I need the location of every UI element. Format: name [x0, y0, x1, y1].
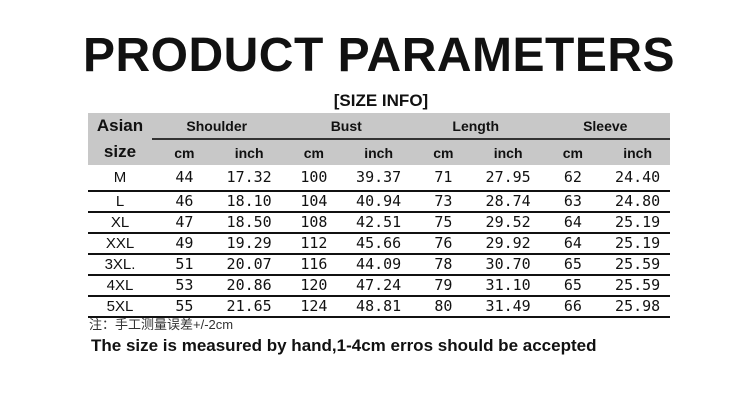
table-row: XXL 49 19.29 112 45.66 76 29.92 64 25.19	[88, 233, 670, 255]
value-cell: 29.92	[475, 233, 541, 255]
value-cell: 78	[411, 254, 476, 276]
value-cell: 18.10	[216, 191, 282, 213]
value-cell: 31.10	[475, 275, 541, 297]
unit-header: inch	[346, 139, 411, 165]
unit-header: cm	[281, 139, 347, 165]
table-row: 4XL 53 20.86 120 47.24 79 31.10 65 25.59	[88, 275, 670, 297]
value-cell: 53	[152, 275, 217, 297]
value-cell: 25.19	[605, 233, 670, 255]
value-cell: 79	[411, 275, 476, 297]
footer-disclaimer: The size is measured by hand,1-4cm erros…	[91, 336, 597, 355]
value-cell: 62	[540, 165, 606, 192]
value-cell: 21.65	[216, 296, 282, 318]
unit-header: inch	[605, 139, 670, 165]
value-cell: 44.09	[346, 254, 411, 276]
value-cell: 100	[281, 165, 347, 192]
table-row: L 46 18.10 104 40.94 73 28.74 63 24.80	[88, 191, 670, 213]
size-cell: 5XL	[88, 296, 152, 318]
value-cell: 28.74	[475, 191, 541, 213]
table-row: 3XL. 51 20.07 116 44.09 78 30.70 65 25.59	[88, 254, 670, 276]
value-cell: 24.80	[605, 191, 670, 213]
group-header-length: Length	[411, 113, 541, 140]
value-cell: 64	[540, 212, 606, 234]
value-cell: 65	[540, 275, 606, 297]
value-cell: 48.81	[346, 296, 411, 318]
value-cell: 45.66	[346, 233, 411, 255]
size-header-bottom: size	[88, 139, 152, 165]
value-cell: 112	[281, 233, 347, 255]
value-cell: 40.94	[346, 191, 411, 213]
unit-header: cm	[152, 139, 217, 165]
value-cell: 24.40	[605, 165, 670, 192]
value-cell: 63	[540, 191, 606, 213]
unit-header: inch	[475, 139, 541, 165]
value-cell: 80	[411, 296, 476, 318]
size-cell: XL	[88, 212, 152, 234]
size-table: Asian Shoulder Bust Length Sleeve size c…	[88, 113, 670, 318]
value-cell: 47	[152, 212, 217, 234]
value-cell: 75	[411, 212, 476, 234]
table-row: 5XL 55 21.65 124 48.81 80 31.49 66 25.98	[88, 296, 670, 318]
value-cell: 108	[281, 212, 347, 234]
value-cell: 29.52	[475, 212, 541, 234]
value-cell: 124	[281, 296, 347, 318]
value-cell: 42.51	[346, 212, 411, 234]
value-cell: 66	[540, 296, 606, 318]
value-cell: 39.37	[346, 165, 411, 192]
size-cell: XXL	[88, 233, 152, 255]
group-header-shoulder: Shoulder	[152, 113, 282, 140]
size-cell: M	[88, 165, 152, 192]
value-cell: 27.95	[475, 165, 541, 192]
page-subtitle: [SIZE INFO]	[333, 91, 429, 110]
measurement-note: 注：手工测量误差+/-2cm	[89, 317, 234, 332]
value-cell: 73	[411, 191, 476, 213]
value-cell: 51	[152, 254, 217, 276]
value-cell: 65	[540, 254, 606, 276]
table-row: M 44 17.32 100 39.37 71 27.95 62 24.40	[88, 165, 670, 192]
value-cell: 18.50	[216, 212, 282, 234]
value-cell: 19.29	[216, 233, 282, 255]
page-title: PRODUCT PARAMETERS	[82, 29, 676, 82]
value-cell: 25.98	[605, 296, 670, 318]
value-cell: 71	[411, 165, 476, 192]
value-cell: 120	[281, 275, 347, 297]
value-cell: 44	[152, 165, 217, 192]
value-cell: 25.59	[605, 254, 670, 276]
size-cell: 4XL	[88, 275, 152, 297]
value-cell: 25.59	[605, 275, 670, 297]
value-cell: 20.07	[216, 254, 282, 276]
value-cell: 17.32	[216, 165, 282, 192]
group-header-sleeve: Sleeve	[540, 113, 670, 140]
value-cell: 64	[540, 233, 606, 255]
table-row: XL 47 18.50 108 42.51 75 29.52 64 25.19	[88, 212, 670, 234]
size-cell: 3XL.	[88, 254, 152, 276]
value-cell: 47.24	[346, 275, 411, 297]
value-cell: 25.19	[605, 212, 670, 234]
value-cell: 55	[152, 296, 217, 318]
unit-header: inch	[216, 139, 282, 165]
value-cell: 76	[411, 233, 476, 255]
unit-header: cm	[540, 139, 606, 165]
unit-header: cm	[411, 139, 476, 165]
group-header-bust: Bust	[281, 113, 411, 140]
value-cell: 49	[152, 233, 217, 255]
value-cell: 104	[281, 191, 347, 213]
value-cell: 20.86	[216, 275, 282, 297]
size-header-top: Asian	[88, 113, 152, 139]
value-cell: 30.70	[475, 254, 541, 276]
size-cell: L	[88, 191, 152, 213]
value-cell: 31.49	[475, 296, 541, 318]
value-cell: 46	[152, 191, 217, 213]
value-cell: 116	[281, 254, 347, 276]
